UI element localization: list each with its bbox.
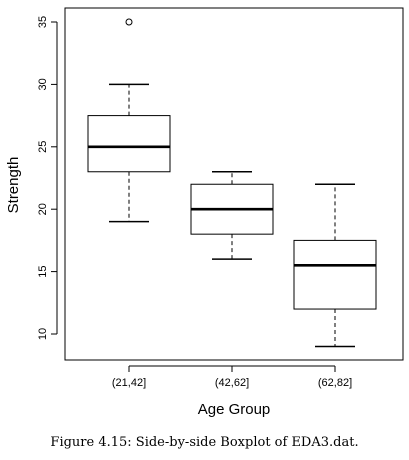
box-1 bbox=[87, 18, 171, 223]
y-tick-label: 25 bbox=[37, 141, 49, 153]
figure-caption: Figure 4.15: Side-by-side Boxplot of EDA… bbox=[50, 435, 359, 450]
y-axis-title: Strength bbox=[5, 157, 22, 214]
box-body bbox=[293, 239, 377, 310]
box-2 bbox=[190, 171, 274, 260]
outlier-point bbox=[125, 18, 133, 26]
box-body bbox=[87, 115, 171, 173]
y-tick-label: 35 bbox=[37, 16, 49, 28]
plot-frame bbox=[64, 7, 404, 361]
x-axis: (21,42] (42,62] (62,82] bbox=[112, 365, 352, 389]
y-tick-label: 15 bbox=[37, 265, 49, 277]
y-tick-label: 10 bbox=[37, 328, 49, 340]
box-group bbox=[87, 18, 377, 348]
y-tick-label: 30 bbox=[37, 78, 49, 90]
x-tick-label: (62,82] bbox=[318, 377, 352, 389]
x-tick-label: (21,42] bbox=[112, 377, 146, 389]
x-axis-title: Age Group bbox=[198, 401, 271, 418]
box-3 bbox=[293, 183, 377, 348]
x-tick-label: (42,62] bbox=[215, 377, 249, 389]
y-axis: 10 15 20 25 30 35 bbox=[37, 16, 58, 340]
y-tick-label: 20 bbox=[37, 203, 49, 215]
